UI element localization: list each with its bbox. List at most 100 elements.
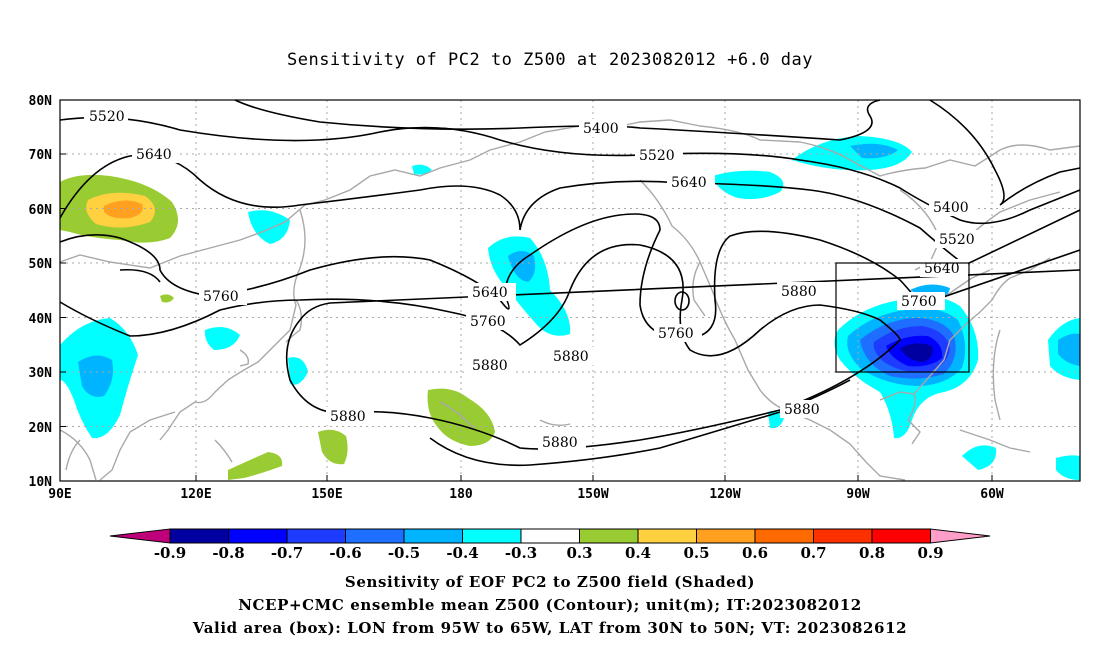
- colorbar-label: -0.5: [388, 544, 420, 562]
- lat-label: 50N: [29, 257, 53, 272]
- colorbar-label: -0.7: [271, 544, 303, 562]
- shade-negative-west-3: [204, 326, 240, 350]
- colorbar-swatch: [228, 528, 288, 544]
- map-title: Sensitivity of PC2 to Z500 at 2023082012…: [286, 50, 813, 70]
- contour-labels: 5520 5400 5640 5520 5640 5400 5520 5640 …: [84, 107, 983, 451]
- colorbar-label: 0.7: [800, 544, 826, 562]
- contour-label: 5520: [639, 148, 675, 164]
- colorbar-label: -0.3: [505, 544, 537, 562]
- colorbar-swatch: [403, 528, 463, 544]
- lon-label: 180: [449, 487, 473, 502]
- shade-negative-west-2: [248, 210, 290, 244]
- shade-negative-east-us-peak: [900, 343, 933, 362]
- contour-label: 5760: [901, 294, 937, 310]
- contour-5640-north: [59, 154, 1081, 266]
- colorbar-label: 0.8: [859, 544, 885, 562]
- shade-positive-pacific-2: [318, 429, 348, 465]
- lat-label: 70N: [29, 148, 53, 163]
- colorbar-swatch: [520, 528, 580, 544]
- caption-shaded: Sensitivity of EOF PC2 to Z500 field (Sh…: [344, 573, 756, 591]
- colorbar: [109, 528, 991, 544]
- lat-label: 30N: [29, 366, 53, 381]
- contour-label: 5400: [583, 121, 619, 137]
- lat-label: 10N: [29, 475, 53, 490]
- caption-contour: NCEP+CMC ensemble mean Z500 (Contour); u…: [238, 596, 862, 614]
- colorbar-swatch: [579, 528, 639, 544]
- colorbar-swatch: [754, 528, 814, 544]
- colorbar-label: -0.4: [446, 544, 478, 562]
- shade-negative-dateline-core: [508, 251, 536, 282]
- lat-label: 40N: [29, 312, 53, 327]
- lon-label: 150E: [311, 487, 342, 502]
- contour-label: 5880: [472, 358, 508, 374]
- contour-5400-east: [929, 99, 1081, 206]
- colorbar-label: 0.9: [917, 544, 943, 562]
- colorbar-label: -0.6: [329, 544, 361, 562]
- lon-label: 60W: [980, 487, 1004, 502]
- colorbar-low-arrow: [109, 528, 171, 544]
- contour-label: 5760: [470, 314, 506, 330]
- shade-positive-pacific-1: [427, 388, 495, 446]
- colorbar-label: 0.4: [625, 544, 651, 562]
- z500-contours: [59, 99, 1081, 467]
- shade-positive-pacific-3: [228, 452, 283, 480]
- colorbar-swatch: [286, 528, 346, 544]
- caption-valid-area: Valid area (box): LON from 95W to 65W, L…: [192, 619, 908, 637]
- lon-label: 120E: [180, 487, 211, 502]
- lon-label: 90E: [48, 487, 71, 502]
- colorbar-label: -0.9: [154, 544, 186, 562]
- lat-label: 60N: [29, 203, 53, 218]
- colorbar-swatch: [345, 528, 405, 544]
- contour-label: 5760: [658, 326, 694, 342]
- shade-negative-carib-2: [1056, 455, 1080, 480]
- lat-label: 20N: [29, 421, 53, 436]
- contour-label: 5880: [781, 284, 817, 300]
- contour-5880-southern: [429, 379, 851, 467]
- shade-negative-hudson-core: [850, 143, 898, 159]
- axis-ticks: [60, 99, 993, 482]
- contour-label: 5640: [472, 285, 508, 301]
- colorbar-swatch: [696, 528, 756, 544]
- valid-area-box: [835, 262, 970, 373]
- colorbar-swatch: [813, 528, 873, 544]
- shade-positive-pacific-4: [160, 294, 174, 303]
- shade-negative-hudson: [792, 136, 912, 171]
- colorbar-label: 0.6: [742, 544, 768, 562]
- contour-label: 5520: [939, 232, 975, 248]
- contour-label: 5880: [330, 409, 366, 425]
- shade-negative-dateline: [488, 236, 571, 336]
- lon-label: 90W: [846, 487, 870, 502]
- shade-negative-west-4: [288, 357, 308, 385]
- sensitivity-shading: [60, 136, 1080, 480]
- contour-5880-main: [59, 243, 1081, 450]
- colorbar-swatch: [462, 528, 522, 544]
- colorbar-labels: -0.9 -0.8 -0.7 -0.6 -0.5 -0.4 -0.3 0.3 0…: [154, 544, 944, 562]
- contour-5400-polar: [234, 99, 881, 141]
- shade-negative-west-core: [78, 355, 113, 397]
- longitude-labels: 90E 120E 150E 180 150W 120W 90W 60W: [48, 487, 1004, 502]
- colorbar-label: 0.5: [683, 544, 709, 562]
- shade-negative-carib-1: [962, 445, 997, 470]
- contour-label: 5880: [553, 349, 589, 365]
- shade-negative-atlantic-core: [1058, 333, 1080, 366]
- colorbar-swatch: [637, 528, 697, 544]
- map-frame: [59, 99, 1081, 482]
- contour-label: 5640: [924, 261, 960, 277]
- shade-positive-asia-peak: [104, 200, 143, 219]
- colorbar-swatch: [871, 528, 931, 544]
- contour-label: 5640: [671, 175, 707, 191]
- colorbar-label: -0.8: [212, 544, 244, 562]
- contour-label: 5760: [203, 289, 239, 305]
- lat-label: 80N: [29, 94, 53, 109]
- contour-5880-south: [119, 268, 161, 283]
- contour-label: 5400: [933, 200, 969, 216]
- latitude-labels: 80N 70N 60N 50N 40N 30N 20N 10N: [29, 94, 53, 490]
- contour-label: 5880: [784, 402, 820, 418]
- contour-label: 5880: [542, 435, 578, 451]
- contour-label: 5520: [89, 109, 125, 125]
- contour-5520-north: [59, 116, 1081, 225]
- lon-label: 150W: [577, 487, 608, 502]
- contour-label: 5640: [136, 147, 172, 163]
- lon-label: 120W: [709, 487, 740, 502]
